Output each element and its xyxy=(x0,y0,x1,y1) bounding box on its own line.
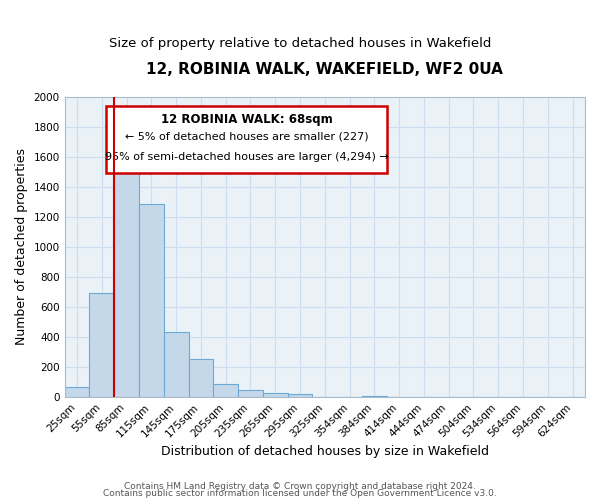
Bar xyxy=(238,390,263,397)
Bar xyxy=(362,396,387,397)
Text: ← 5% of detached houses are smaller (227): ← 5% of detached houses are smaller (227… xyxy=(125,132,368,141)
Text: Contains public sector information licensed under the Open Government Licence v3: Contains public sector information licen… xyxy=(103,490,497,498)
Bar xyxy=(139,204,164,397)
Bar xyxy=(65,388,89,397)
FancyBboxPatch shape xyxy=(106,106,387,174)
X-axis label: Distribution of detached houses by size in Wakefield: Distribution of detached houses by size … xyxy=(161,444,489,458)
Title: 12, ROBINIA WALK, WAKEFIELD, WF2 0UA: 12, ROBINIA WALK, WAKEFIELD, WF2 0UA xyxy=(146,62,503,78)
Text: 95% of semi-detached houses are larger (4,294) →: 95% of semi-detached houses are larger (… xyxy=(105,152,389,162)
Text: Contains HM Land Registry data © Crown copyright and database right 2024.: Contains HM Land Registry data © Crown c… xyxy=(124,482,476,491)
Text: Size of property relative to detached houses in Wakefield: Size of property relative to detached ho… xyxy=(109,38,491,51)
Bar xyxy=(263,392,287,397)
Text: 12 ROBINIA WALK: 68sqm: 12 ROBINIA WALK: 68sqm xyxy=(161,113,332,126)
Bar xyxy=(214,384,238,397)
Bar xyxy=(287,394,313,397)
Bar xyxy=(114,152,139,397)
Bar xyxy=(89,293,114,397)
Bar xyxy=(188,359,214,397)
Y-axis label: Number of detached properties: Number of detached properties xyxy=(15,148,28,346)
Bar xyxy=(164,332,188,397)
